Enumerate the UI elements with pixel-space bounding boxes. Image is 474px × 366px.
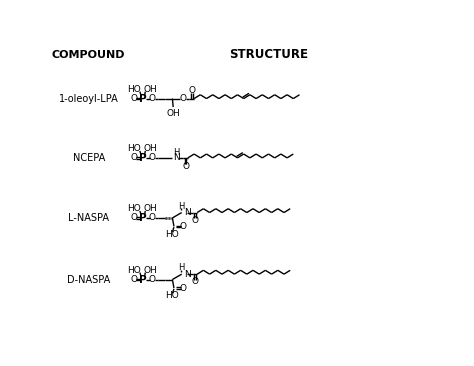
Text: O: O bbox=[180, 222, 187, 231]
Text: O: O bbox=[130, 94, 137, 103]
Text: N: N bbox=[184, 270, 191, 279]
Text: P: P bbox=[139, 94, 147, 104]
Text: STRUCTURE: STRUCTURE bbox=[229, 48, 308, 61]
Text: O: O bbox=[149, 275, 156, 284]
Text: O: O bbox=[149, 94, 156, 103]
Text: H: H bbox=[178, 264, 184, 273]
Text: O: O bbox=[188, 86, 195, 96]
Text: NCEPA: NCEPA bbox=[73, 153, 105, 163]
Text: O: O bbox=[180, 284, 187, 292]
Text: 1-oleoyl-LPA: 1-oleoyl-LPA bbox=[59, 94, 118, 104]
Text: N: N bbox=[184, 208, 191, 217]
Text: H: H bbox=[173, 148, 180, 157]
Text: N: N bbox=[173, 153, 180, 163]
Text: HO: HO bbox=[127, 144, 141, 153]
Text: HO: HO bbox=[165, 291, 179, 300]
Text: L-NASPA: L-NASPA bbox=[68, 213, 109, 223]
Text: O: O bbox=[130, 213, 137, 223]
Text: H: H bbox=[178, 202, 184, 211]
Text: HO: HO bbox=[127, 204, 141, 213]
Text: O: O bbox=[130, 153, 137, 163]
Text: OH: OH bbox=[144, 144, 157, 153]
Text: P: P bbox=[139, 274, 147, 284]
Text: HO: HO bbox=[127, 85, 141, 94]
Text: O: O bbox=[180, 94, 187, 103]
Text: O: O bbox=[149, 213, 156, 223]
Text: COMPOUND: COMPOUND bbox=[52, 50, 126, 60]
Text: OH: OH bbox=[166, 109, 180, 118]
Text: O: O bbox=[149, 153, 156, 163]
Text: O: O bbox=[182, 162, 189, 171]
Text: OH: OH bbox=[144, 204, 157, 213]
Text: O: O bbox=[130, 275, 137, 284]
Text: HO: HO bbox=[165, 229, 179, 239]
Text: OH: OH bbox=[144, 266, 157, 275]
Text: HO: HO bbox=[127, 266, 141, 275]
Text: P: P bbox=[139, 153, 147, 163]
Text: D-NASPA: D-NASPA bbox=[67, 274, 110, 284]
Text: P: P bbox=[139, 213, 147, 223]
Text: OH: OH bbox=[144, 85, 157, 94]
Text: O: O bbox=[191, 216, 199, 225]
Text: O: O bbox=[191, 277, 199, 286]
